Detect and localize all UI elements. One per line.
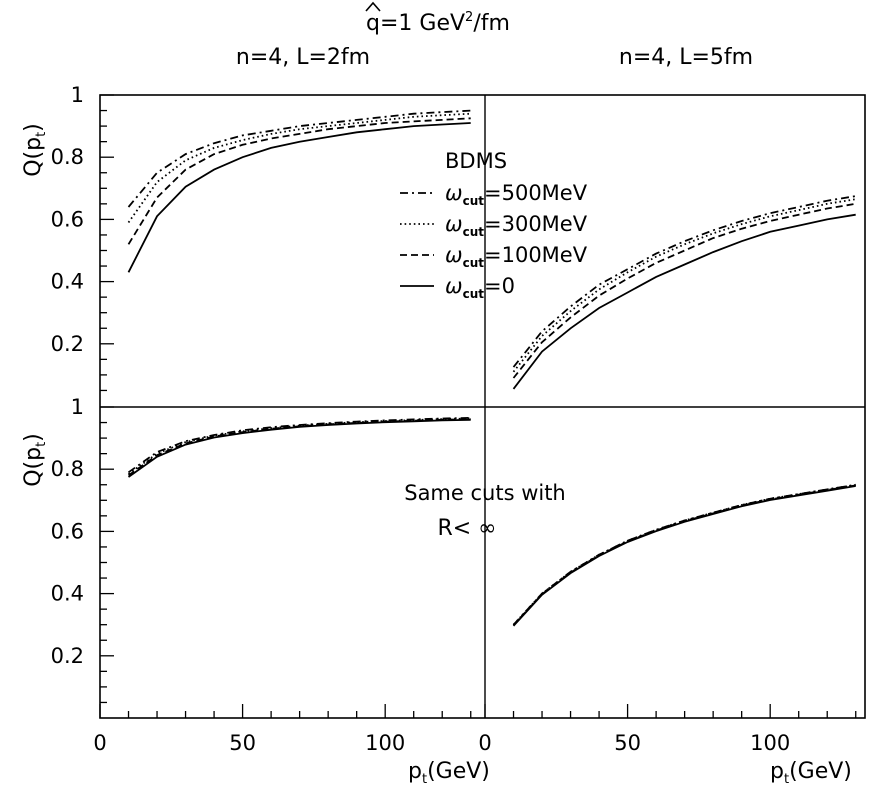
title-main: q <box>366 11 380 36</box>
legend-entry-symbol: ω <box>445 243 463 267</box>
y-tick-label: 0.2 <box>51 332 84 356</box>
series-line-dashdot <box>127 109 471 208</box>
series-line-solid <box>127 122 471 273</box>
title-unit: /fm <box>473 11 510 36</box>
x-axis-label-left: pt(GeV) <box>408 759 490 787</box>
y-tick-label: 0.8 <box>51 457 84 481</box>
legend-entry: ωcut=100MeV <box>445 243 588 270</box>
legend: BDMS ωcut=500MeVωcut=300MeVωcut=100MeVωc… <box>400 149 588 301</box>
legend-entry-sub: cut <box>463 256 485 270</box>
y-tick-label: 0.8 <box>51 145 84 169</box>
x-axis-label-left-sub: t <box>422 772 427 787</box>
legend-entry: ωcut=500MeV <box>445 181 588 208</box>
legend-entry-value: =500MeV <box>484 181 588 205</box>
y-tick-label: 0.4 <box>51 270 84 294</box>
legend-entry-sub: cut <box>463 194 485 208</box>
legend-entry-sub: cut <box>463 225 485 239</box>
y-axis-label-bottom: Q(pt) <box>21 433 49 487</box>
title-hat-mark <box>365 1 381 12</box>
legend-entry-value: =300MeV <box>484 212 588 236</box>
y-axis-label-bottom-main: Q(p <box>21 447 46 487</box>
series-line-solid <box>127 418 471 478</box>
x-tick-label: 100 <box>750 731 790 755</box>
y-tick-label: 1 <box>71 395 84 419</box>
series-line-dotted <box>127 417 471 475</box>
series-line-dashdot <box>512 483 856 626</box>
title-sup: 2 <box>465 10 473 25</box>
y-axis-label-bottom-rest: ) <box>21 433 46 442</box>
column-label-left: n=4, L=2fm <box>236 45 370 70</box>
series-line-dotted <box>512 198 856 373</box>
x-axis-label-right: pt(GeV) <box>770 759 852 787</box>
series-line-solid <box>512 485 856 627</box>
column-label-right: n=4, L=5fm <box>619 45 753 70</box>
x-tick-label: 100 <box>365 731 405 755</box>
series-line-dotted <box>127 112 471 224</box>
legend-entry-symbol: ω <box>445 181 463 205</box>
axis-tick-labels: 0 50 100 0 50 100 0.2 0.4 0.6 0.8 1 0.2 0.4 0.6 0.8 1 <box>51 83 791 755</box>
x-axis-label-left-rest: (GeV) <box>427 759 490 784</box>
series-line-dashed <box>512 484 856 626</box>
y-axis-label-top-sub: t <box>34 132 49 137</box>
y-tick-label: 1 <box>71 83 84 107</box>
x-axis-label-left-main: p <box>408 759 422 784</box>
x-axis-label-right-sub: t <box>784 772 789 787</box>
series-line-dashed <box>127 117 471 245</box>
legend-entry: ωcut=300MeV <box>445 212 588 239</box>
legend-entry-sub: cut <box>463 287 485 301</box>
y-tick-label: 0.6 <box>51 207 84 231</box>
y-axis-label-top: Q(pt) <box>21 123 49 177</box>
title-rest: =1 GeV <box>380 11 465 36</box>
legend-entry-symbol: ω <box>445 274 463 298</box>
y-tick-label: 0.6 <box>51 519 84 543</box>
y-axis-label-top-rest: ) <box>21 123 46 132</box>
y-axis-label-top-main: Q(p <box>21 137 46 177</box>
x-tick-label: 50 <box>229 731 256 755</box>
chart-title-text: q=1 GeV2/fm <box>366 10 510 36</box>
y-tick-label: 0.4 <box>51 582 84 606</box>
series-line-dotted <box>512 483 856 626</box>
legend-entry-value: =0 <box>484 274 515 298</box>
y-tick-label: 0.2 <box>51 644 84 668</box>
data-curves <box>127 109 856 627</box>
series-line-dashed <box>512 202 856 379</box>
annotation-line2: R< ∞ <box>437 516 496 541</box>
axis-ticks <box>99 94 857 718</box>
legend-entry-value: =100MeV <box>484 243 588 267</box>
y-axis-label-bottom-sub: t <box>34 442 49 447</box>
annotation-line1: Same cuts with <box>404 481 566 505</box>
chart-title: q=1 GeV2/fm <box>365 1 510 36</box>
series-line-solid <box>512 213 856 390</box>
legend-entry-symbol: ω <box>445 212 463 236</box>
x-tick-label: 0 <box>478 731 491 755</box>
legend-title: BDMS <box>445 149 507 173</box>
legend-entry: ωcut=0 <box>445 274 515 301</box>
x-axis-label-right-rest: (GeV) <box>789 759 852 784</box>
x-tick-label: 0 <box>93 731 106 755</box>
x-axis-label-right-main: p <box>770 759 784 784</box>
x-tick-label: 50 <box>614 731 641 755</box>
